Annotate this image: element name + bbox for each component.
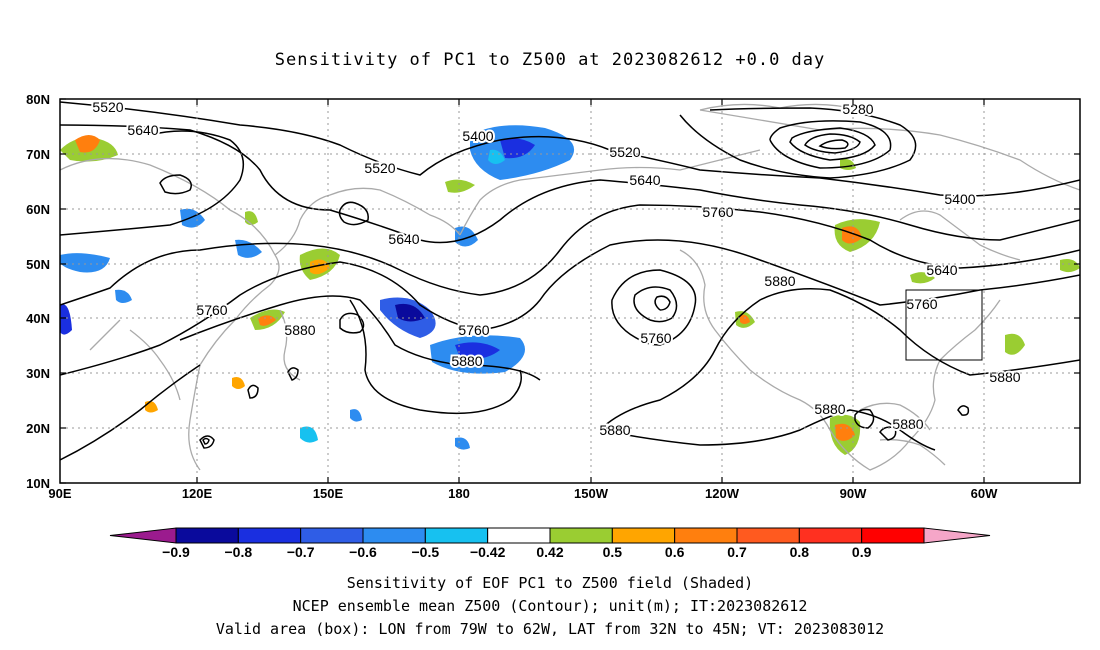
colorbar-segment xyxy=(736,527,800,544)
colorbar-label: 0.5 xyxy=(603,544,623,560)
lat-label-70N: 70N xyxy=(26,147,50,162)
lon-label-150W: 150W xyxy=(574,486,609,501)
colorbar-segment xyxy=(300,527,364,544)
colorbar-labels: −0.9 −0.8 −0.7 −0.6 −0.5 −0.42 0.42 0.5 0.6 0.7 0.… xyxy=(162,544,871,560)
colorbar-segment xyxy=(611,527,676,544)
contour-label: 5760 xyxy=(906,296,937,312)
lat-label-50N: 50N xyxy=(26,257,50,272)
colorbar-label: −0.9 xyxy=(162,544,190,560)
contour-label: 5640 xyxy=(926,262,957,278)
colorbar-segment xyxy=(362,527,426,544)
colorbar-label: −0.42 xyxy=(470,544,506,560)
colorbar-segment xyxy=(798,527,863,544)
colorbar-end-high xyxy=(923,527,991,544)
colorbar-segment xyxy=(549,527,613,544)
contour-label: 5400 xyxy=(462,128,493,144)
colorbar-label: 0.6 xyxy=(665,544,685,560)
contour-label: 5520 xyxy=(609,144,640,160)
lat-labels: 80N 70N 60N 50N 40N 30N 20N 10N xyxy=(26,92,50,491)
colorbar-segment xyxy=(175,527,239,544)
lon-label-60W: 60W xyxy=(971,486,998,501)
valid-area-box xyxy=(905,289,983,361)
lat-label-10N: 10N xyxy=(26,476,50,491)
map-frame xyxy=(59,98,1081,484)
contour-label: 5880 xyxy=(989,369,1020,385)
lon-label-120E: 120E xyxy=(182,486,213,501)
colorbar-segment xyxy=(237,527,302,544)
contour-label: 5400 xyxy=(944,191,975,207)
contour-label: 5880 xyxy=(599,422,630,438)
colorbar-end-low xyxy=(109,527,177,544)
contour-label: 5640 xyxy=(127,122,158,138)
colorbar-segment xyxy=(861,527,925,544)
lat-label-30N: 30N xyxy=(26,366,50,381)
lat-label-80N: 80N xyxy=(26,92,50,107)
contour-label: 5760 xyxy=(640,330,671,346)
axis-ticks xyxy=(60,98,1080,484)
contour-label: 5880 xyxy=(284,322,315,338)
lon-label-90E: 90E xyxy=(48,486,71,501)
contour-label: 5880 xyxy=(892,416,923,432)
colorbar-segment xyxy=(424,527,489,544)
lon-label-150E: 150E xyxy=(313,486,344,501)
lat-lon-grid xyxy=(60,99,1080,483)
caption-valid-area: Valid area (box): LON from 79W to 62W, L… xyxy=(215,620,885,638)
lat-label-40N: 40N xyxy=(26,311,50,326)
lon-labels: 90E 120E 150E 180 150W 120W 90W 60W xyxy=(48,486,998,501)
contour-label: 5880 xyxy=(451,353,482,369)
z500-contours xyxy=(60,101,1080,461)
coastlines xyxy=(60,103,1080,471)
contour-label: 5640 xyxy=(629,172,660,188)
contour-label: 5760 xyxy=(458,322,489,338)
lat-label-60N: 60N xyxy=(26,202,50,217)
plot-title: Sensitivity of PC1 to Z500 at 2023082612… xyxy=(274,50,826,70)
colorbar-label: −0.5 xyxy=(412,544,440,560)
caption-contour: NCEP ensemble mean Z500 (Contour); unit(… xyxy=(292,597,808,615)
lon-label-90W: 90W xyxy=(840,486,867,501)
contour-label: 5280 xyxy=(842,101,873,117)
colorbar-label: −0.8 xyxy=(225,544,253,560)
contour-label: 5520 xyxy=(92,99,123,115)
caption-shaded: Sensitivity of EOF PC1 to Z500 field (Sh… xyxy=(346,574,754,592)
lon-label-120W: 120W xyxy=(705,486,740,501)
colorbar-label: 0.7 xyxy=(727,544,747,560)
lon-label-180: 180 xyxy=(448,486,470,501)
lat-label-20N: 20N xyxy=(26,421,50,436)
contour-labels: 5520564055205400552056405760528054005640… xyxy=(90,97,1022,440)
colorbar xyxy=(109,527,991,544)
contour-label: 5760 xyxy=(702,204,733,220)
colorbar-label: 0.9 xyxy=(852,544,872,560)
colorbar-label: −0.7 xyxy=(287,544,315,560)
contour-label: 5640 xyxy=(388,231,419,247)
contour-label: 5880 xyxy=(814,401,845,417)
colorbar-segment xyxy=(487,527,551,544)
colorbar-label: 0.8 xyxy=(790,544,810,560)
colorbar-segment xyxy=(674,527,738,544)
contour-label: 5520 xyxy=(364,160,395,176)
contour-label: 5880 xyxy=(764,273,795,289)
colorbar-label: −0.6 xyxy=(349,544,377,560)
colorbar-label: 0.42 xyxy=(536,544,563,560)
contour-label: 5760 xyxy=(196,302,227,318)
